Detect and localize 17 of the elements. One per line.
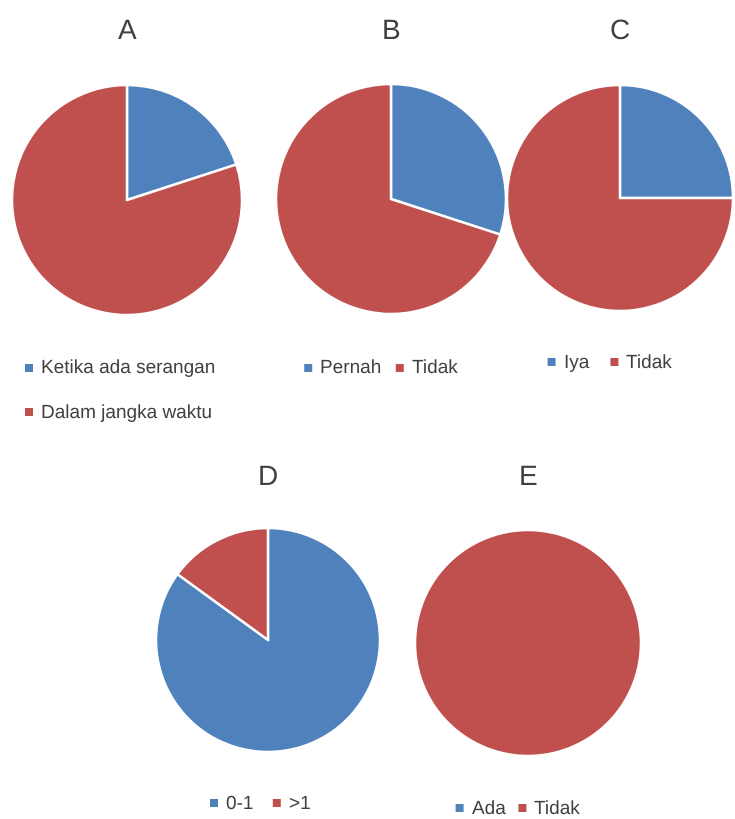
legend-label: Ketika ada serangan — [41, 357, 216, 378]
legend-label: >1 — [289, 793, 311, 814]
legend-label: Tidak — [534, 798, 580, 819]
chart-title: C — [610, 14, 630, 45]
legend-label: 0-1 — [226, 793, 254, 814]
legend-label: Dalam jangka waktu — [41, 402, 212, 423]
legend-label: Iya — [564, 352, 590, 373]
chart-title: A — [118, 14, 137, 45]
chart-title: E — [519, 460, 538, 491]
legend-label: Tidak — [626, 352, 672, 373]
pie-slice — [10, 84, 244, 316]
chart-title: D — [258, 460, 278, 491]
legend-label: Ada — [472, 798, 506, 819]
legend-label: Tidak — [412, 357, 458, 378]
pie-slice — [154, 526, 382, 754]
legend-label: Pernah — [320, 357, 382, 378]
chart-title: B — [382, 14, 401, 45]
